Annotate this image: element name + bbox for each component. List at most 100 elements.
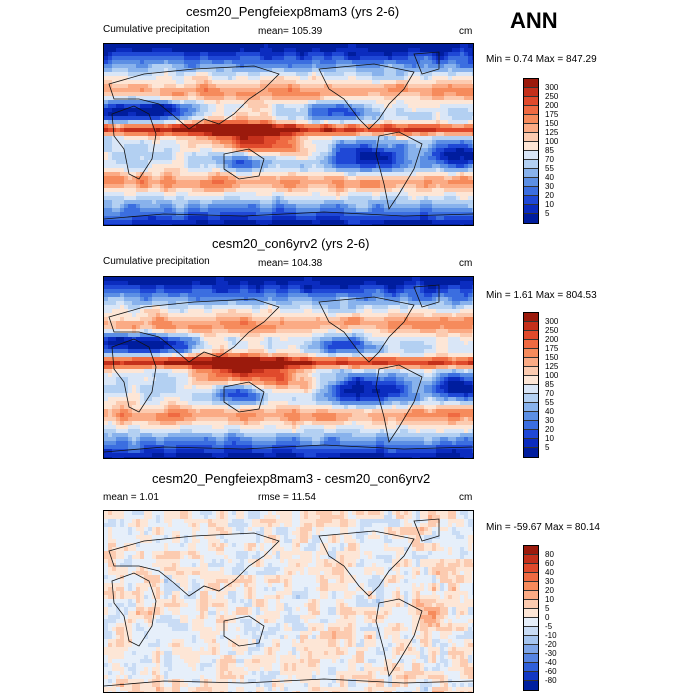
field-cell — [144, 48, 149, 53]
field-cell — [420, 196, 425, 201]
field-cell — [228, 84, 233, 89]
field-cell — [328, 132, 333, 137]
field-cell — [152, 220, 157, 225]
field-cell — [336, 116, 341, 121]
field-cell — [208, 144, 213, 149]
field-cell — [464, 136, 469, 141]
field-cell — [468, 56, 473, 61]
field-cell — [248, 188, 253, 193]
field-cell — [244, 120, 249, 125]
field-cell — [372, 277, 377, 282]
field-cell — [196, 48, 201, 53]
field-cell — [256, 208, 261, 213]
field-cell — [148, 68, 153, 73]
field-cell — [268, 160, 273, 165]
field-cell — [356, 108, 361, 113]
field-cell — [248, 289, 253, 294]
field-cell — [232, 116, 237, 121]
field-cell — [160, 180, 165, 185]
field-cell — [260, 224, 265, 225]
field-cell — [240, 140, 245, 145]
field-cell — [320, 148, 325, 153]
field-cell — [412, 48, 417, 53]
field-cell — [380, 84, 385, 89]
field-cell — [224, 144, 229, 149]
field-cell — [396, 281, 401, 286]
field-cell — [208, 180, 213, 185]
field-cell — [260, 172, 265, 177]
field-cell — [456, 204, 461, 209]
field-cell — [172, 64, 177, 69]
field-cell — [328, 200, 333, 205]
field-cell — [168, 208, 173, 213]
field-cell — [304, 80, 309, 85]
field-cell — [452, 60, 457, 65]
field-cell — [396, 68, 401, 73]
field-cell — [304, 132, 309, 137]
field-cell — [372, 148, 377, 153]
field-cell — [372, 200, 377, 205]
field-cell — [344, 160, 349, 165]
field-cell — [276, 64, 281, 69]
field-cell — [324, 128, 329, 133]
field-cell — [312, 160, 317, 165]
field-cell — [272, 88, 277, 93]
field-cell — [396, 116, 401, 121]
field-cell — [248, 132, 253, 137]
field-cell — [276, 112, 281, 117]
field-cell — [236, 136, 241, 141]
field-cell — [256, 293, 261, 298]
field-cell — [180, 88, 185, 93]
field-cell — [464, 68, 469, 73]
field-cell — [188, 120, 193, 125]
field-cell — [268, 281, 273, 286]
coastline — [111, 105, 157, 180]
field-cell — [260, 160, 265, 165]
field-cell — [360, 220, 365, 225]
field-cell — [168, 56, 173, 61]
field-cell — [460, 289, 465, 294]
field-cell — [164, 224, 169, 225]
field-cell — [252, 124, 257, 129]
field-cell — [240, 48, 245, 53]
field-cell — [184, 160, 189, 165]
field-cell — [464, 76, 469, 81]
field-cell — [292, 200, 297, 205]
field-cell — [120, 204, 125, 209]
field-cell — [236, 160, 241, 165]
field-cell — [112, 144, 117, 149]
field-cell — [152, 172, 157, 177]
field-cell — [440, 285, 445, 290]
field-cell — [172, 140, 177, 145]
field-cell — [384, 293, 389, 298]
field-cell — [156, 216, 161, 221]
field-cell — [184, 96, 189, 101]
field-cell — [328, 301, 333, 306]
field-cell — [108, 212, 113, 217]
field-cell — [132, 285, 137, 290]
field-cell — [204, 44, 209, 49]
field-cell — [380, 120, 385, 125]
field-cell — [296, 212, 301, 217]
field-cell — [324, 116, 329, 121]
field-cell — [196, 192, 201, 197]
field-cell — [376, 144, 381, 149]
field-cell — [180, 277, 185, 282]
field-cell — [256, 172, 261, 177]
field-cell — [120, 196, 125, 201]
field-cell — [388, 104, 393, 109]
field-cell — [444, 140, 449, 145]
field-cell — [212, 88, 217, 93]
field-cell — [388, 192, 393, 197]
field-cell — [408, 200, 413, 205]
field-cell — [288, 172, 293, 177]
field-cell — [404, 224, 409, 225]
field-cell — [408, 164, 413, 169]
field-cell — [144, 52, 149, 57]
field-cell — [228, 136, 233, 141]
field-cell — [308, 200, 313, 205]
field-cell — [248, 281, 253, 286]
field-cell — [208, 297, 213, 302]
field-cell — [108, 44, 113, 49]
field-cell — [260, 136, 265, 141]
